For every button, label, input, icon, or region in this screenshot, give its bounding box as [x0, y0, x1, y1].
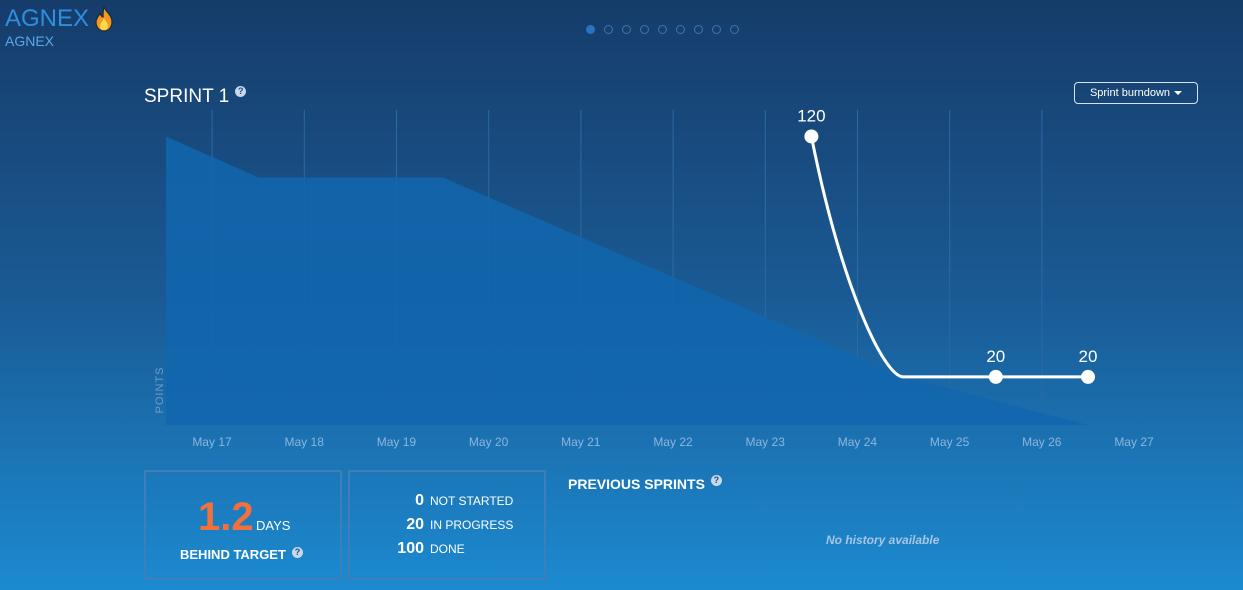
x-tick-label: May 21 — [561, 435, 601, 449]
previous-sprints-title: PREVIOUS SPRINTS ? — [568, 474, 722, 492]
data-point — [804, 129, 819, 144]
brand-name: AGNEX — [5, 5, 90, 32]
brand-title: AGNEX — [5, 5, 115, 32]
caret-down-icon — [1174, 91, 1183, 95]
burndown-chart: 120 20 20 May 17 May 18 May 19 May 20 May 21 May… — [166, 106, 1154, 449]
data-label: 20 — [1079, 347, 1098, 366]
status-count: 100 — [397, 540, 424, 557]
status-row-not-started: 0 NOT STARTED — [350, 492, 513, 514]
x-tick-label: May 19 — [377, 435, 417, 449]
flame-icon — [93, 5, 115, 32]
behind-target-text: BEHIND TARGET — [180, 547, 286, 562]
brand-subtitle: AGNEX — [5, 33, 55, 49]
behind-days-value: 1.2 — [198, 495, 254, 539]
status-panel: 0 NOT STARTED 20 IN PROGRESS 100 DONE — [348, 470, 546, 580]
status-row-in-progress: 20 IN PROGRESS — [350, 516, 513, 538]
data-label: 120 — [797, 106, 825, 125]
x-tick-label: May 27 — [1114, 435, 1154, 449]
carousel-dot[interactable] — [658, 25, 667, 34]
previous-sprints-help-icon[interactable]: ? — [710, 474, 722, 486]
y-axis-label: POINTS — [154, 366, 166, 414]
carousel-dot[interactable] — [712, 25, 721, 34]
sprint-title: SPRINT 1 ? — [144, 85, 247, 108]
status-label: NOT STARTED — [430, 494, 514, 508]
data-point — [1081, 369, 1095, 384]
x-tick-label: May 23 — [746, 435, 786, 449]
sprint-title-text: SPRINT 1 — [144, 86, 230, 107]
actual-burndown-line — [809, 136, 1088, 379]
x-tick-label: May 20 — [469, 435, 509, 449]
status-label: DONE — [430, 542, 465, 556]
x-tick-label: May 18 — [285, 435, 325, 449]
behind-target-panel: 1.2 DAYS BEHIND TARGET ? — [144, 470, 342, 580]
carousel-dot[interactable] — [730, 25, 739, 34]
x-tick-label: May 17 — [192, 435, 232, 449]
carousel-dot[interactable] — [622, 25, 631, 34]
status-row-done: 100 DONE — [350, 540, 465, 562]
x-tick-label: May 26 — [1022, 435, 1062, 449]
carousel-dot[interactable] — [640, 25, 649, 34]
chart-type-label: Sprint burndown — [1089, 87, 1171, 99]
behind-help-icon[interactable]: ? — [291, 547, 303, 558]
carousel-dot[interactable] — [676, 25, 685, 34]
status-label: IN PROGRESS — [430, 518, 514, 532]
ideal-burndown-area — [166, 136, 1088, 425]
status-count: 20 — [406, 516, 424, 533]
data-label: 20 — [986, 347, 1005, 366]
x-tick-label: May 25 — [930, 435, 970, 449]
carousel-dot[interactable] — [604, 25, 613, 34]
previous-sprints-text: PREVIOUS SPRINTS — [568, 476, 705, 492]
x-tick-label: May 22 — [653, 435, 693, 449]
brand: AGNEX AGNEX — [5, 5, 115, 49]
chart-type-dropdown[interactable]: Sprint burndown — [1074, 82, 1198, 104]
data-point — [988, 369, 1003, 384]
status-count: 0 — [415, 492, 424, 509]
carousel-dot[interactable] — [694, 25, 703, 34]
behind-days-unit: DAYS — [256, 518, 291, 533]
behind-target-label: BEHIND TARGET ? — [180, 547, 303, 562]
no-history-message: No history available — [826, 533, 940, 547]
x-tick-label: May 24 — [838, 435, 878, 449]
sprint-help-icon[interactable]: ? — [235, 85, 247, 97]
carousel-dot[interactable] — [586, 25, 595, 34]
carousel-dots — [586, 25, 748, 34]
